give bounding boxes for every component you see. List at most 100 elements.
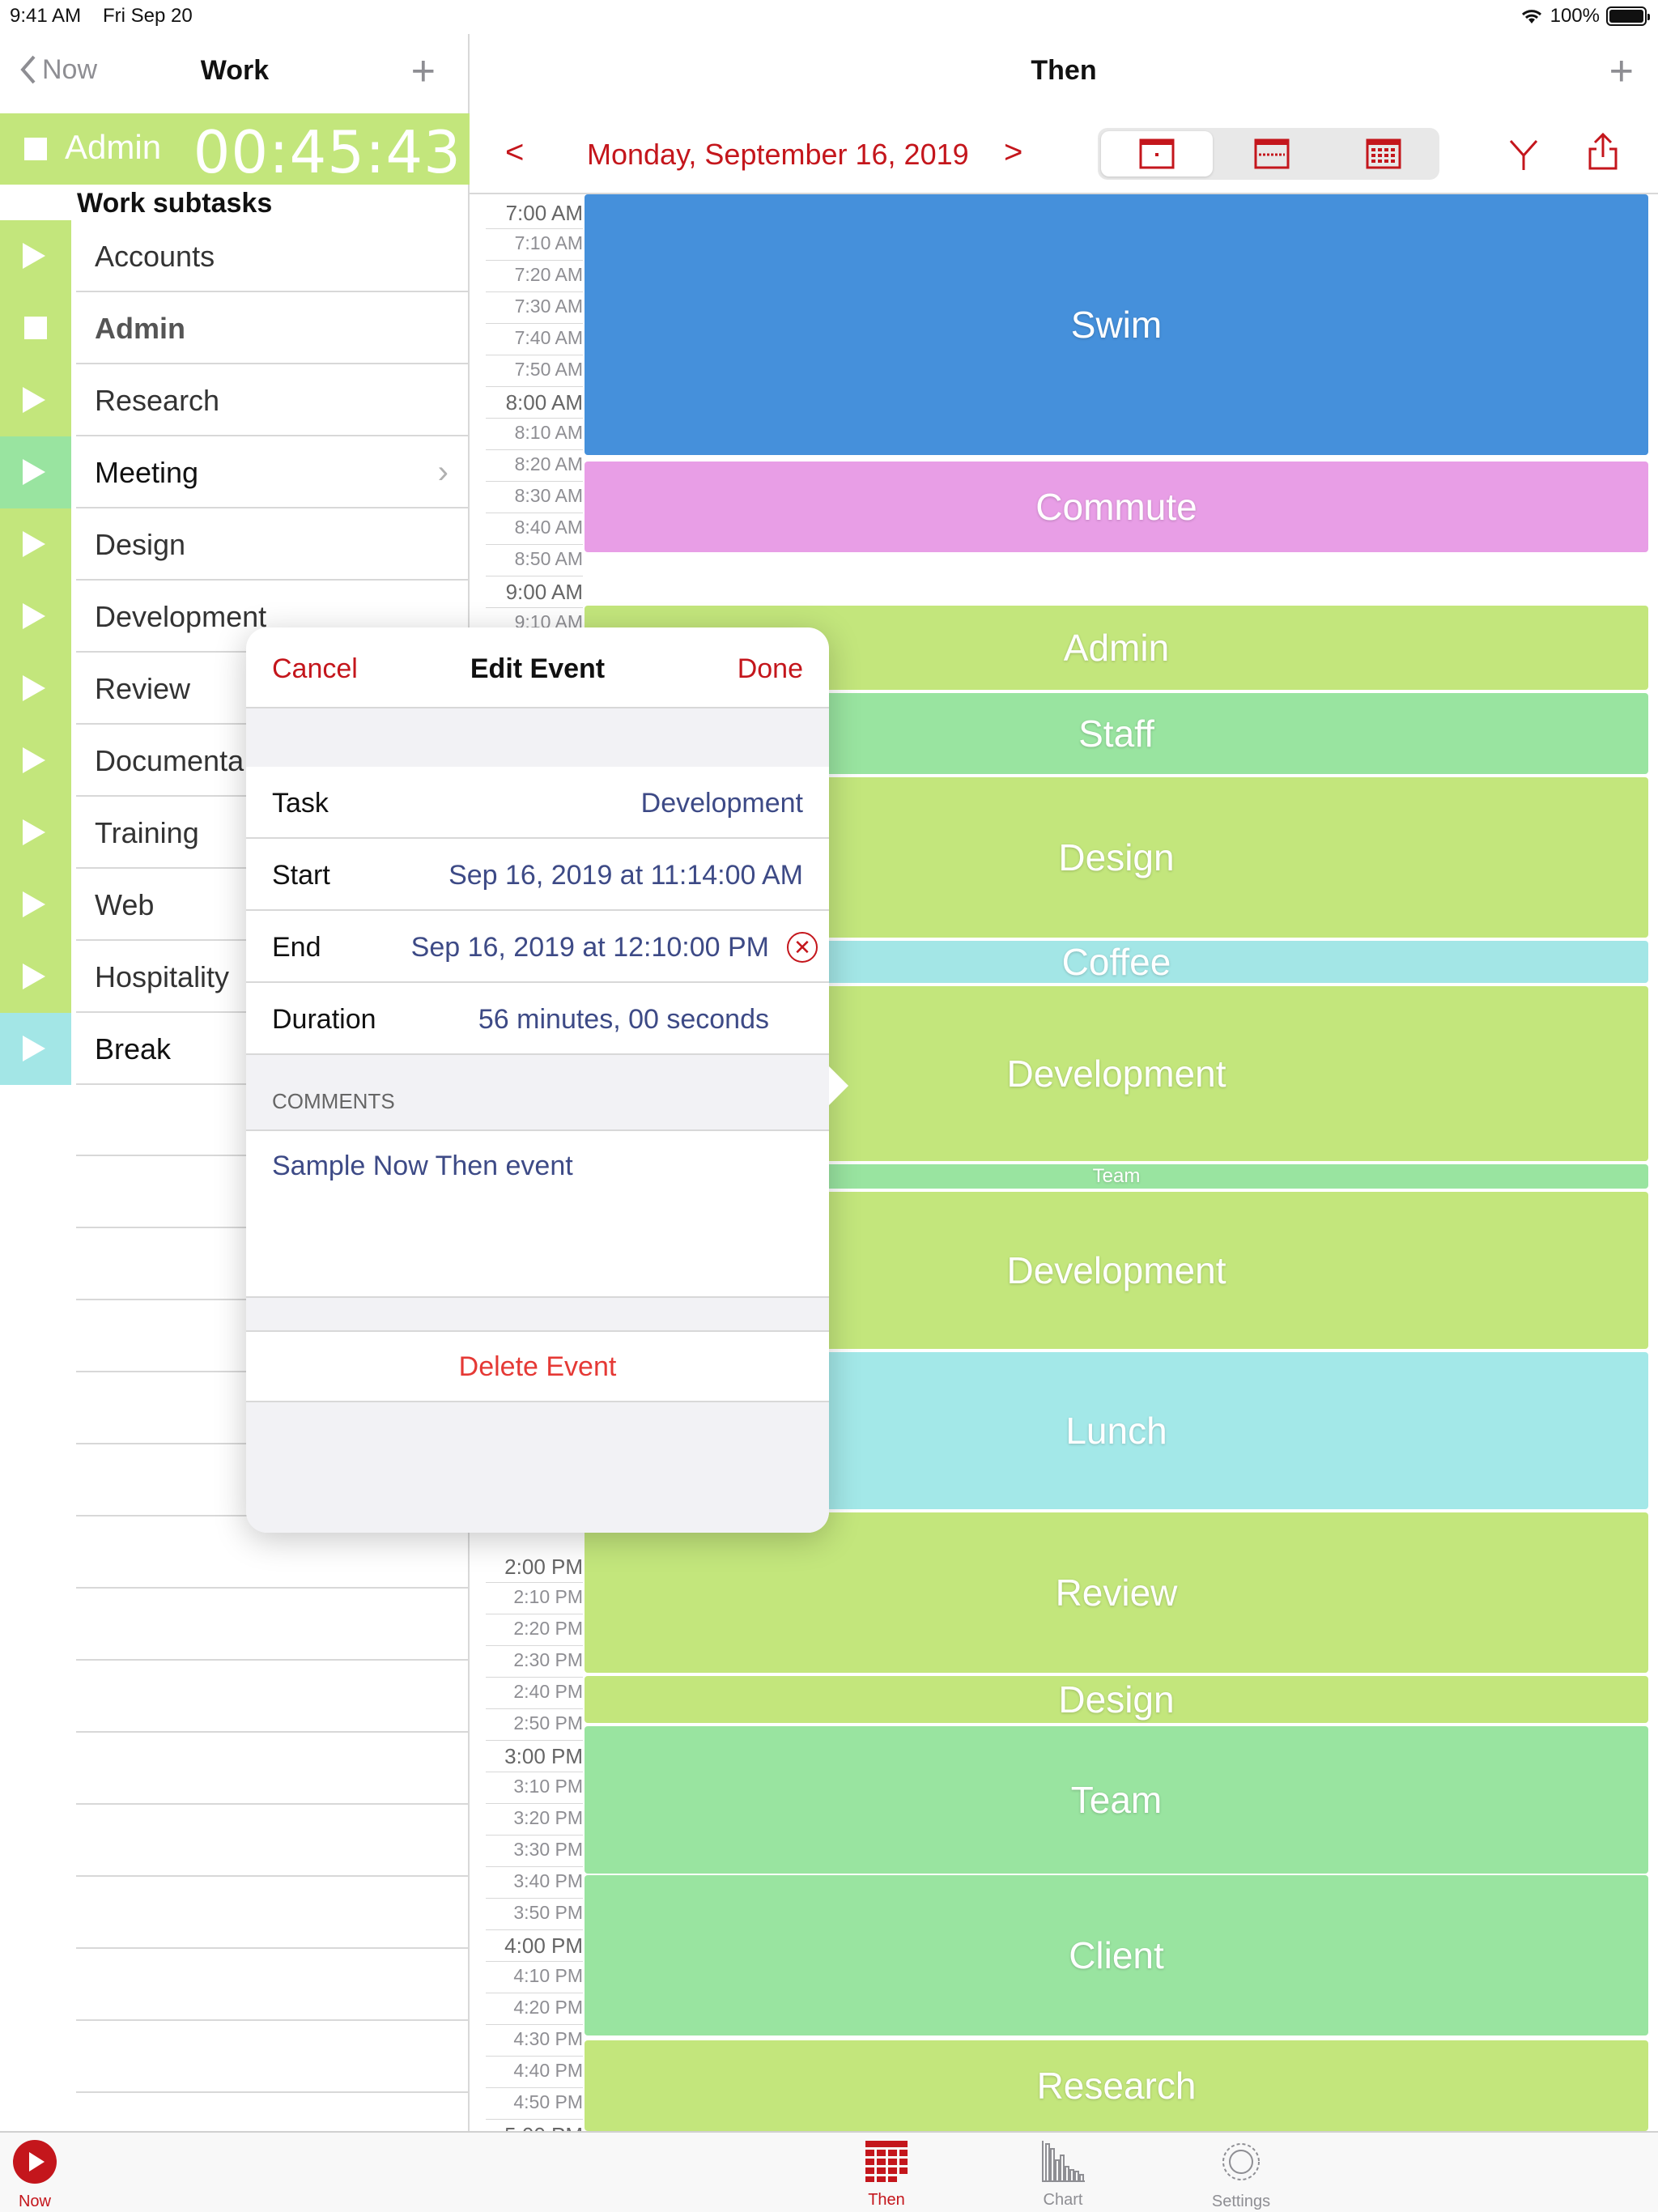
time-label: 3:10 PM — [513, 1776, 583, 1797]
task-color-strip[interactable] — [0, 508, 71, 581]
task-color-strip[interactable] — [0, 725, 71, 797]
date-toolbar: < Monday, September 16, 2019 > — [470, 113, 1658, 194]
event-label: Team — [1092, 1165, 1141, 1187]
time-label: 3:40 PM — [513, 1870, 583, 1891]
time-label: 4:10 PM — [513, 1965, 583, 1986]
time-label: 7:30 AM — [514, 296, 583, 317]
task-color-strip[interactable] — [0, 653, 71, 725]
tab-now[interactable]: Now — [10, 2139, 60, 2211]
task-color-strip[interactable] — [0, 292, 71, 364]
next-day-button[interactable]: > — [1004, 134, 1023, 170]
add-task-button[interactable]: + — [410, 48, 436, 95]
event-block-review[interactable]: Review — [585, 1512, 1648, 1673]
task-color-strip[interactable] — [0, 941, 71, 1013]
stop-icon[interactable] — [24, 138, 47, 160]
left-nav-bar: Now Work + — [0, 34, 470, 113]
task-label: Meeting — [95, 456, 199, 489]
comments-text[interactable]: Sample Now Then event — [272, 1151, 573, 1181]
day-view-option[interactable] — [1101, 131, 1213, 177]
clear-end-icon[interactable]: ✕ — [787, 932, 818, 963]
comments-textarea[interactable]: Sample Now Then event — [246, 1129, 829, 1298]
task-row-research[interactable]: Research — [0, 364, 470, 436]
tab-settings[interactable]: Settings — [1197, 2139, 1286, 2211]
task-row-design[interactable]: Design — [0, 508, 470, 581]
time-label: 2:50 PM — [513, 1712, 583, 1733]
task-color-strip[interactable] — [0, 869, 71, 941]
time-label: 2:20 PM — [513, 1618, 583, 1639]
delete-event-button[interactable]: Delete Event — [246, 1330, 829, 1402]
cancel-button[interactable]: Cancel — [272, 653, 358, 684]
task-row-admin[interactable]: Admin — [0, 292, 470, 364]
event-label: Staff — [1078, 713, 1154, 755]
time-label: 2:30 PM — [513, 1649, 583, 1670]
task-label: Research — [95, 384, 220, 417]
task-row-meeting[interactable]: Meeting › — [0, 436, 470, 508]
start-field-value[interactable]: Sep 16, 2019 at 11:14:00 AM — [449, 860, 803, 891]
share-icon[interactable] — [1587, 131, 1619, 172]
time-label: 8:00 AM — [505, 390, 583, 415]
task-label: Design — [95, 528, 186, 561]
duration-field-value[interactable]: 56 minutes, 00 seconds — [478, 1004, 769, 1035]
time-label: 8:20 AM — [514, 453, 583, 474]
event-block-research[interactable]: Research — [585, 2040, 1648, 2131]
time-label: 8:10 AM — [514, 422, 583, 443]
right-nav-bar: Then + — [470, 34, 1658, 113]
time-label: 3:00 PM — [504, 1744, 583, 1768]
time-label: 3:20 PM — [513, 1807, 583, 1828]
task-color-strip[interactable] — [0, 436, 71, 508]
end-field[interactable]: End Sep 16, 2019 at 12:10:00 PM ✕ — [246, 911, 829, 983]
done-button[interactable]: Done — [737, 653, 803, 684]
tab-then-label: Then — [868, 2191, 905, 2209]
event-block-commute[interactable]: Commute — [585, 462, 1648, 552]
wifi-icon — [1521, 10, 1541, 23]
event-block-team[interactable]: Team — [585, 1726, 1648, 1874]
time-label: 4:20 PM — [513, 1997, 583, 2018]
left-title: Work — [200, 55, 270, 86]
current-date[interactable]: Monday, September 16, 2019 — [587, 138, 969, 171]
event-label: Design — [1058, 836, 1175, 878]
event-label: Admin — [1063, 627, 1170, 669]
active-timer[interactable]: Admin 00:45:43 — [0, 113, 470, 186]
tab-settings-label: Settings — [1211, 2193, 1271, 2210]
back-button[interactable]: Now — [18, 53, 97, 86]
month-view-option[interactable] — [1328, 128, 1439, 180]
chevron-left-icon — [20, 55, 36, 84]
popover-title: Edit Event — [470, 653, 606, 684]
duration-field-label: Duration — [272, 1004, 376, 1035]
tab-chart[interactable]: Chart — [1018, 2139, 1107, 2210]
event-block-design[interactable]: Design — [585, 1676, 1648, 1723]
play-icon — [23, 819, 45, 845]
task-color-strip[interactable] — [0, 797, 71, 869]
task-color-strip[interactable] — [0, 220, 71, 292]
event-label: Design — [1058, 1678, 1175, 1721]
task-field-value[interactable]: Development — [640, 788, 803, 819]
duration-field[interactable]: Duration 56 minutes, 00 seconds — [246, 983, 829, 1055]
task-color-strip[interactable] — [0, 364, 71, 436]
event-block-client[interactable]: Client — [585, 1875, 1648, 2035]
time-label: 7:20 AM — [514, 264, 583, 285]
tab-then[interactable]: Then — [842, 2139, 931, 2210]
week-view-option[interactable] — [1216, 128, 1328, 180]
edit-event-popover: Cancel Edit Event Done Task Development … — [246, 627, 848, 1533]
end-field-label: End — [272, 932, 321, 963]
event-block-swim[interactable]: Swim — [585, 194, 1648, 455]
start-field[interactable]: Start Sep 16, 2019 at 11:14:00 AM — [246, 839, 829, 911]
time-label: 4:50 PM — [513, 2091, 583, 2112]
task-field[interactable]: Task Development — [246, 767, 829, 839]
task-color-strip[interactable] — [0, 1013, 71, 1085]
task-label: Web — [95, 888, 155, 921]
task-color-strip[interactable] — [0, 581, 71, 653]
active-task-name: Admin — [65, 128, 162, 166]
task-row-accounts[interactable]: Accounts — [0, 220, 470, 292]
end-field-value[interactable]: Sep 16, 2019 at 12:10:00 PM — [410, 932, 769, 963]
filter-icon[interactable] — [1507, 138, 1540, 172]
prev-day-button[interactable]: < — [505, 134, 525, 170]
task-label: Accounts — [95, 240, 215, 273]
task-label: Training — [95, 816, 199, 849]
play-icon — [23, 963, 45, 989]
add-event-button[interactable]: + — [1609, 48, 1634, 95]
timer-clock: 00:45:43 — [193, 118, 461, 186]
task-row-development[interactable]: Development — [0, 581, 470, 653]
time-label: 4:30 PM — [513, 2028, 583, 2049]
chevron-right-icon[interactable]: › — [437, 454, 449, 490]
